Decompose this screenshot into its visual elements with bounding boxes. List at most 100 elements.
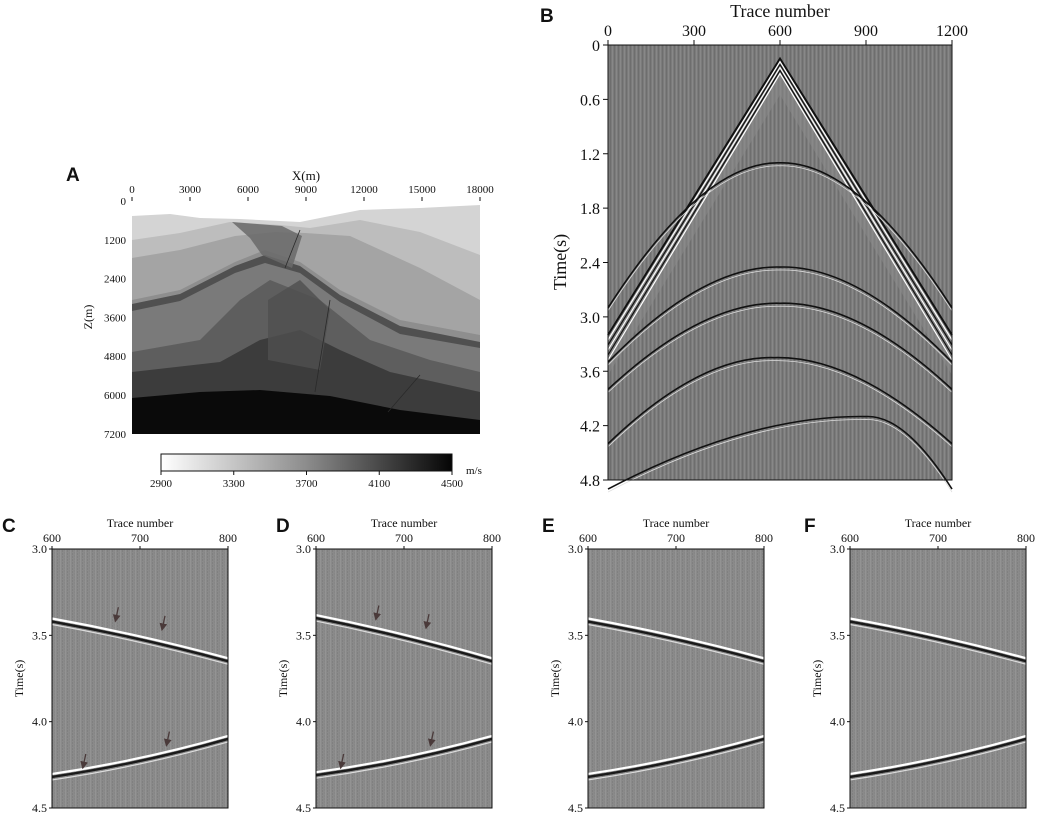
panel-e-ylabel: Time(s) [548,660,562,698]
panel-a-y-tick-label: 4800 [104,351,127,363]
panel-b-y-tick-label: 0 [592,38,600,55]
panel-b-reflection [607,415,953,490]
direct-wave-line [607,63,953,346]
direct-wave-line [607,60,953,341]
panel-a-x-tick-label: 0 [129,184,135,196]
panel-f-ylabel: Time(s) [810,660,824,698]
panel-a-x-tick-label: 9000 [295,184,318,196]
panel-d-arrow [423,614,432,630]
panel-e-event-sidelobe [587,734,765,776]
panel-c-arrow [159,615,168,632]
panel-label-a: A [66,165,80,186]
panel-d-arrow [338,753,346,770]
panel-b-reflection [607,162,953,309]
panel-e-event [587,737,765,779]
panel-d-y-tick-label: 3.0 [296,542,311,556]
panel-b-reflection-sidelobe [607,165,953,312]
panel-b-x-tick-label: 0 [604,23,612,40]
direct-wave-line [607,56,953,336]
panel-d-y-tick-label: 4.0 [296,715,311,729]
panel-a-y-tick-label: 3600 [104,312,127,324]
panel-b-x-tick-label: 900 [854,23,878,40]
panel-d-x-tick-label: 700 [395,531,413,545]
panel-b-x-tick-label: 300 [682,23,706,40]
panel-f-event [849,737,1027,779]
panel-c-event [51,620,229,663]
panel-label-b: B [540,6,554,27]
panel-c-xlabel: Trace number [107,516,174,530]
panel-label-f: F [804,516,816,537]
panel-b-y-tick-label: 3.0 [580,310,600,327]
panel-f-plot-area [850,549,1026,808]
panel-d-arrow [427,731,436,747]
panel-d-y-tick-label: 3.5 [296,628,311,642]
panel-a-x-ticks: 0 3000 6000 9000 12000 15000 18000 [129,184,494,201]
panel-e-y-tick-label: 3.5 [568,628,583,642]
panel-c-y-tick-label: 4.5 [32,801,47,815]
panel-d-xlabel: Trace number [371,516,438,530]
colorbar-tick-label: 3700 [296,478,319,490]
panel-c-y-tick-label: 3.5 [32,628,47,642]
panel-c-x-tick-label: 800 [219,531,237,545]
panel-e-plot-area [588,549,764,808]
panel-e-y-tick-label: 4.5 [568,801,583,815]
panel-a-y-tick-label: 0 [121,196,127,208]
panel-c-ylabel: Time(s) [12,660,26,698]
panel-f-x-tick-label: 600 [841,531,859,545]
colorbar-unit: m/s [466,465,482,477]
panel-f-event-sidelobe [849,623,1027,665]
colorbar-tick-label: 2900 [150,478,173,490]
panel-f-event-sidelobe [849,741,1027,781]
panel-a-x-tick-label: 18000 [466,184,494,196]
panel-f-x-tick-label: 700 [929,531,947,545]
panel-e: E Trace number Time(s) 600 700 800 3.0 3.5 4.0 4.… [542,516,773,815]
panel-b-y-ticks: 0 0.6 1.2 1.8 2.4 3.0 3.6 4.2 4.8 [580,38,608,490]
panel-f-event [849,620,1027,663]
panel-c-event-sidelobe [51,741,229,781]
panel-a-ylabel: Z(m) [81,305,95,330]
panel-d-event-sidelobe [315,734,493,774]
colorbar-tick-label: 4100 [368,478,391,490]
colorbar-gradient [160,453,453,472]
panel-c: C Trace number Time(s) 600 700 800 3.0 3.5 4.0 4.… [2,516,237,815]
panel-a-x-tick-label: 15000 [408,184,436,196]
panel-d-arrow [373,605,382,621]
panel-b-y-tick-label: 4.8 [580,473,600,490]
panel-f-event-sidelobe [849,617,1027,660]
colorbar: m/s 2900 3300 3700 4100 4500 [150,453,482,490]
panel-b-xlabel: Trace number [730,1,830,21]
panel-e-xlabel: Trace number [643,516,710,530]
panel-f-xlabel: Trace number [905,516,972,530]
panel-d-y-tick-label: 4.5 [296,801,311,815]
zoom-panels: C Trace number Time(s) 600 700 800 3.0 3.5 4.0 4.… [2,516,1035,815]
panel-b-reflection-sidelobe [607,269,953,366]
panel-f-event-sidelobe [849,734,1027,776]
panel-b-reflection [607,356,953,445]
panel-b: B Trace number Time(s) 0 300 600 900 1200 0 0… [540,1,968,493]
panel-b-y-tick-label: 4.2 [580,419,600,436]
panel-b-y-tick-label: 1.2 [580,147,600,164]
panel-c-event-sidelobe [51,623,229,665]
panel-b-ylabel: Time(s) [550,234,571,290]
panel-a-x-tick-label: 12000 [350,184,378,196]
panel-c-y-tick-label: 4.0 [32,715,47,729]
panel-a-x-tick-label: 3000 [179,184,202,196]
panel-b-reflection [607,302,953,390]
panel-c-x-tick-label: 700 [131,531,149,545]
panel-b-x-tick-label: 600 [768,23,792,40]
panel-e-event [587,620,765,663]
panel-e-y-tick-label: 4.0 [568,715,583,729]
panel-c-y-tick-label: 3.0 [32,542,47,556]
panel-f-y-tick-label: 4.5 [830,801,845,815]
panel-d-ylabel: Time(s) [276,660,290,698]
panel-d: D Trace number Time(s) 600 700 800 3.0 3.5 4.0 4.… [276,516,501,815]
colorbar-tick-label: 3300 [223,478,246,490]
panel-c-arrow [112,607,121,623]
panel-b-y-tick-label: 1.8 [580,201,600,218]
panel-a-xlabel: X(m) [292,168,320,183]
panel-b-y-tick-label: 0.6 [580,92,600,109]
panel-b-reflection-sidelobe [607,360,953,448]
panel-b-x-tick-label: 1200 [936,23,968,40]
panel-d-event [315,616,493,663]
panel-c-arrow [80,753,88,770]
